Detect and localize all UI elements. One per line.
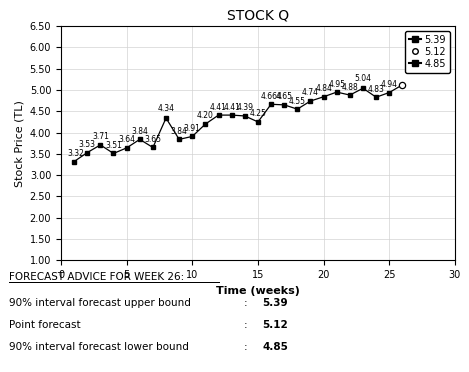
Text: 4.41: 4.41: [223, 103, 240, 112]
Text: 4.664: 4.664: [260, 92, 282, 101]
Text: 3.51: 3.51: [105, 141, 122, 150]
Text: 4.94: 4.94: [381, 80, 398, 89]
Text: Point forecast: Point forecast: [9, 320, 81, 330]
Text: 4.55: 4.55: [289, 97, 306, 106]
Text: :: :: [244, 342, 248, 352]
Text: 4.84: 4.84: [315, 84, 332, 93]
Legend: 5.39, 5.12, 4.85: 5.39, 5.12, 4.85: [405, 31, 450, 73]
Text: 4.95: 4.95: [328, 80, 345, 89]
Text: 5.12: 5.12: [263, 320, 288, 330]
Text: 3.64: 3.64: [118, 135, 135, 144]
Text: 4.85: 4.85: [263, 342, 288, 352]
Text: 3.53: 3.53: [79, 140, 96, 149]
Text: 4.39: 4.39: [236, 103, 253, 112]
Text: 4.34: 4.34: [158, 104, 174, 113]
Text: 4.25: 4.25: [250, 109, 266, 118]
Title: STOCK Q: STOCK Q: [227, 8, 289, 22]
Text: 4.74: 4.74: [302, 89, 319, 97]
Text: 90% interval forecast upper bound: 90% interval forecast upper bound: [9, 298, 191, 308]
Text: 5.04: 5.04: [355, 74, 371, 83]
Text: 4.65: 4.65: [276, 92, 293, 101]
Text: 3.65: 3.65: [144, 135, 161, 144]
Text: :: :: [244, 298, 248, 308]
Text: 4.88: 4.88: [341, 83, 358, 92]
Text: :: :: [244, 320, 248, 330]
Y-axis label: Stock Price (TL): Stock Price (TL): [14, 100, 24, 187]
Text: 3.32: 3.32: [67, 149, 84, 158]
Text: 3.84: 3.84: [171, 127, 188, 136]
Text: 4.83: 4.83: [368, 85, 385, 94]
Text: 90% interval forecast lower bound: 90% interval forecast lower bound: [9, 342, 189, 352]
Text: 4.20: 4.20: [197, 112, 214, 121]
Text: 4.41: 4.41: [210, 103, 227, 112]
Text: 3.84: 3.84: [131, 127, 148, 136]
Text: 5.39: 5.39: [263, 298, 288, 308]
Text: FORECAST ADVICE FOR WEEK 26:: FORECAST ADVICE FOR WEEK 26:: [9, 272, 185, 282]
X-axis label: Time (weeks): Time (weeks): [216, 286, 300, 296]
Text: 3.91: 3.91: [184, 124, 201, 133]
Text: 3.71: 3.71: [92, 132, 109, 141]
